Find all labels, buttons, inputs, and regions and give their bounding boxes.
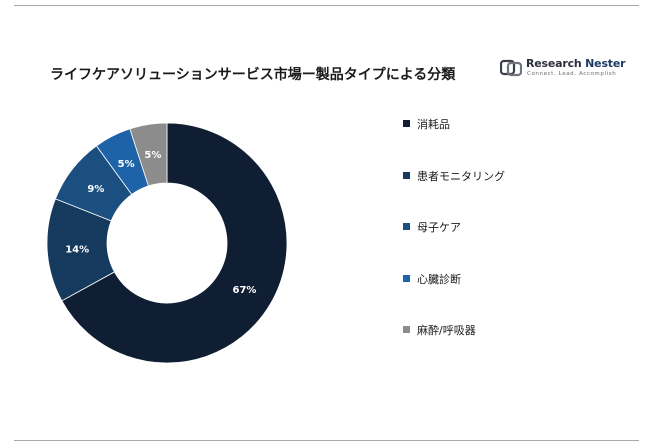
chart-title: ライフケアソリューションサービス市場ー製品タイプによる分類	[50, 67, 456, 83]
logo-wordmark: Research Nester	[526, 57, 626, 70]
legend-label: 母子ケア	[417, 221, 461, 234]
legend-swatch	[403, 223, 410, 230]
legend-item: 消耗品	[403, 116, 643, 131]
legend-item: 心臓診断	[403, 271, 643, 286]
bottom-divider	[14, 440, 639, 441]
slice-data-label: 5%	[118, 159, 135, 170]
chart-legend: 消耗品患者モニタリング 母子ケア心臓診断麻酔/呼吸器	[403, 116, 643, 374]
legend-item: 麻酔/呼吸器	[403, 322, 643, 337]
legend-swatch	[403, 120, 410, 127]
legend-item: 患者モニタリング	[403, 168, 643, 183]
logo-name-part2: Nester	[585, 57, 626, 70]
legend-label: 患者モニタリング	[417, 169, 505, 183]
logo-name-part1: Research	[526, 57, 586, 70]
slice-data-label: 67%	[232, 285, 256, 296]
legend-swatch	[403, 326, 410, 333]
slice-data-label: 14%	[65, 245, 89, 256]
slice-data-label: 9%	[87, 184, 104, 195]
donut-slice	[129, 122, 168, 187]
top-divider	[14, 5, 639, 6]
legend-label: 麻酔/呼吸器	[417, 324, 476, 337]
legend-swatch	[403, 171, 410, 179]
brand-logo: Research Nester Connect. Lead. Accomplis…	[500, 56, 640, 84]
legend-label: 消耗品	[417, 118, 450, 131]
slice-data-label: 5%	[144, 150, 161, 161]
logo-tagline: Connect. Lead. Accomplish	[527, 71, 617, 77]
research-nester-logo-icon	[500, 59, 522, 77]
donut-slice	[61, 122, 288, 364]
legend-label: 心臓診断	[417, 272, 461, 286]
legend-item: 母子ケア	[403, 219, 643, 234]
legend-swatch	[403, 274, 410, 282]
